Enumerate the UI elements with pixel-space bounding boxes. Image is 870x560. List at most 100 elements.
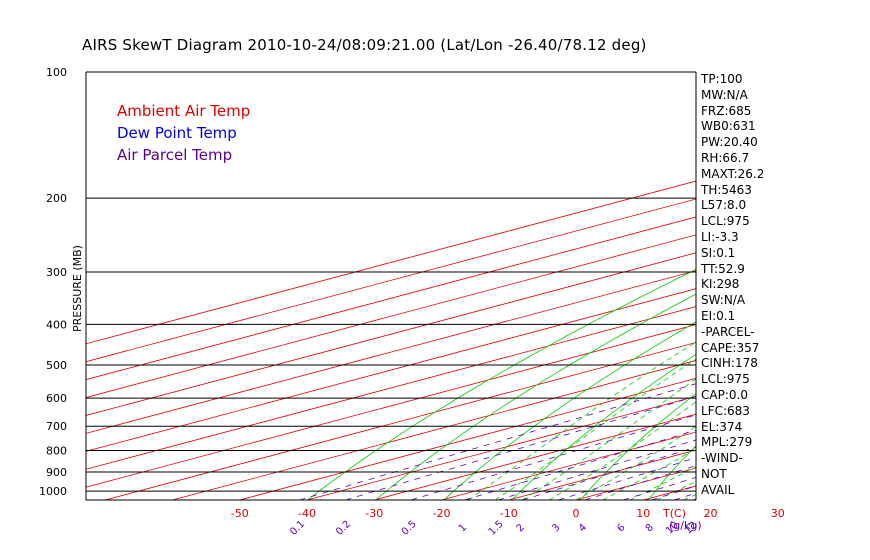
mixing-ratio-line: [410, 414, 696, 500]
isotherm-line: [306, 395, 696, 500]
isotherm-line: [105, 342, 696, 500]
pressure-tick-label: 100: [46, 66, 67, 79]
temp-profile-line: [786, 72, 870, 491]
stat-line: MPL:279: [701, 435, 753, 450]
isotherm-line: [508, 449, 696, 500]
stats-panel: TP:100 MW:N/A FRZ:685 WB0:631 PW:20.40 RH:66.…: [701, 72, 764, 499]
stat-line: TH:5463: [701, 182, 752, 197]
pressure-tick-label: 1000: [39, 485, 67, 498]
dry-adiabat-line: [648, 445, 696, 500]
isotherm-line: [86, 216, 696, 381]
dry-adiabat-line: [375, 293, 696, 500]
mixing-ratio-line: [826, 324, 870, 500]
stat-line: LCL:975: [701, 214, 750, 229]
mixing-axis-unit: (g/kg): [669, 519, 702, 532]
pressure-tick-label: 300: [46, 266, 67, 279]
stat-line: SW:N/A: [701, 293, 746, 308]
bottom-temp-tick-label: -30: [365, 507, 383, 520]
pressure-tick-label: 700: [46, 420, 67, 433]
bottom-temp-tick-label: -50: [231, 507, 249, 520]
stat-line: CINH:178: [701, 356, 758, 371]
mixing-ratio-tick-label: 0.1: [288, 519, 307, 538]
pressure-tick-label: 200: [46, 192, 67, 205]
stat-line: CAP:0.0: [701, 387, 748, 402]
stat-line: TT:52.9: [701, 261, 745, 276]
isotherm-line: [845, 72, 870, 500]
mixing-ratio-line: [464, 429, 696, 500]
y-axis-label: PRESSURE (MB): [71, 245, 84, 332]
legend-parcel: Air Parcel Temp: [117, 146, 233, 164]
stat-line: PW:20.40: [701, 135, 758, 150]
legend-temp: Ambient Air Temp: [117, 102, 251, 120]
mixing-ratio-line: [793, 324, 870, 500]
axes: [85, 71, 697, 501]
stat-line: SI:0.1: [701, 245, 736, 260]
pressure-tick-label: 900: [46, 466, 67, 479]
mixing-ratio-line: [748, 324, 870, 500]
isotherm-line: [239, 377, 696, 500]
dry-adiabat-line: [307, 268, 696, 500]
stat-line: FRZ:685: [701, 103, 752, 118]
mixing-ratio-tick-label: 4: [577, 522, 589, 534]
stat-line: LFC:683: [701, 403, 750, 418]
legend-dewpoint: Dew Point Temp: [117, 124, 237, 142]
mixing-ratio-tick-label: 2: [515, 522, 527, 534]
moist-adiabat-line: [602, 447, 696, 500]
stat-line: RH:66.7: [701, 150, 750, 165]
isotherm-line: [86, 252, 696, 416]
bottom-temp-tick-label: -20: [433, 507, 451, 520]
stat-line: L57:8.0: [701, 198, 747, 213]
isotherm-line: [86, 270, 696, 434]
bottom-temp-tick-label: 30: [771, 507, 785, 520]
moist-adiabat-line: [818, 198, 870, 500]
pressure-tick-label: 800: [46, 445, 67, 458]
dry-adiabat-line: [853, 72, 870, 500]
grid-lines: [86, 72, 870, 500]
chart-title: AIRS SkewT Diagram 2010-10-24/08:09:21.0…: [82, 36, 647, 54]
legend: Ambient Air Temp Dew Point Temp Air Parc…: [117, 100, 250, 166]
bottom-temp-tick-label: 20: [704, 507, 718, 520]
mixing-ratio-tick-label: 0.2: [334, 519, 353, 538]
bottom-temp-tick-label: 10: [636, 507, 650, 520]
stat-line: EI:0.1: [701, 308, 736, 323]
mixing-ratio-tick-label: 8: [644, 522, 656, 534]
stat-line: -PARCEL-: [701, 324, 755, 339]
parcel-profile-line: [769, 72, 870, 491]
isotherm-line: [86, 288, 696, 452]
isotherm-line: [172, 359, 696, 500]
stat-line: KI:298: [701, 277, 740, 292]
isotherm-line: [778, 72, 870, 500]
mixing-ratio-tick-label: 0.5: [400, 519, 419, 538]
moist-adiabat-line: [764, 198, 870, 500]
stat-line: LI:-3.3: [701, 229, 739, 244]
mixing-ratio-tick-label: 6: [615, 522, 627, 534]
pressure-tick-label: 500: [46, 359, 67, 372]
stat-line: MW:N/A: [701, 87, 748, 102]
dry-adiabat-line: [443, 321, 696, 500]
dry-adiabat-line: [511, 353, 696, 500]
mixing-ratio-tick-label: 1: [457, 522, 469, 534]
stat-line: MAXT:26.2: [701, 166, 765, 181]
isotherm-line: [374, 413, 696, 500]
stat-line: TP:100: [701, 72, 743, 86]
moist-adiabat-line: [468, 341, 696, 500]
dry-adiabat-line: [579, 393, 696, 500]
mixing-ratio-line: [299, 383, 696, 500]
isotherm-line: [86, 198, 696, 363]
mixing-ratio-line: [773, 324, 870, 500]
bottom-temp-tick-label: -10: [500, 507, 518, 520]
isotherm-line: [86, 324, 696, 488]
mixing-ratio-tick-label: 3: [550, 522, 562, 534]
stat-line: -WIND-: [701, 451, 743, 466]
stat-line: AVAIL: [701, 482, 735, 497]
pressure-tick-label: 600: [46, 392, 67, 405]
moist-adiabat-line: [845, 198, 870, 500]
moist-adiabat-line: [521, 378, 696, 500]
isotherm-line: [86, 180, 696, 345]
bottom-temp-tick-label: -40: [298, 507, 316, 520]
stat-line: NOT: [701, 466, 727, 481]
bottom-axis-unit: T(C): [662, 507, 686, 520]
stat-line: CAPE:357: [701, 340, 760, 355]
stat-line: LCL:975: [701, 372, 750, 387]
